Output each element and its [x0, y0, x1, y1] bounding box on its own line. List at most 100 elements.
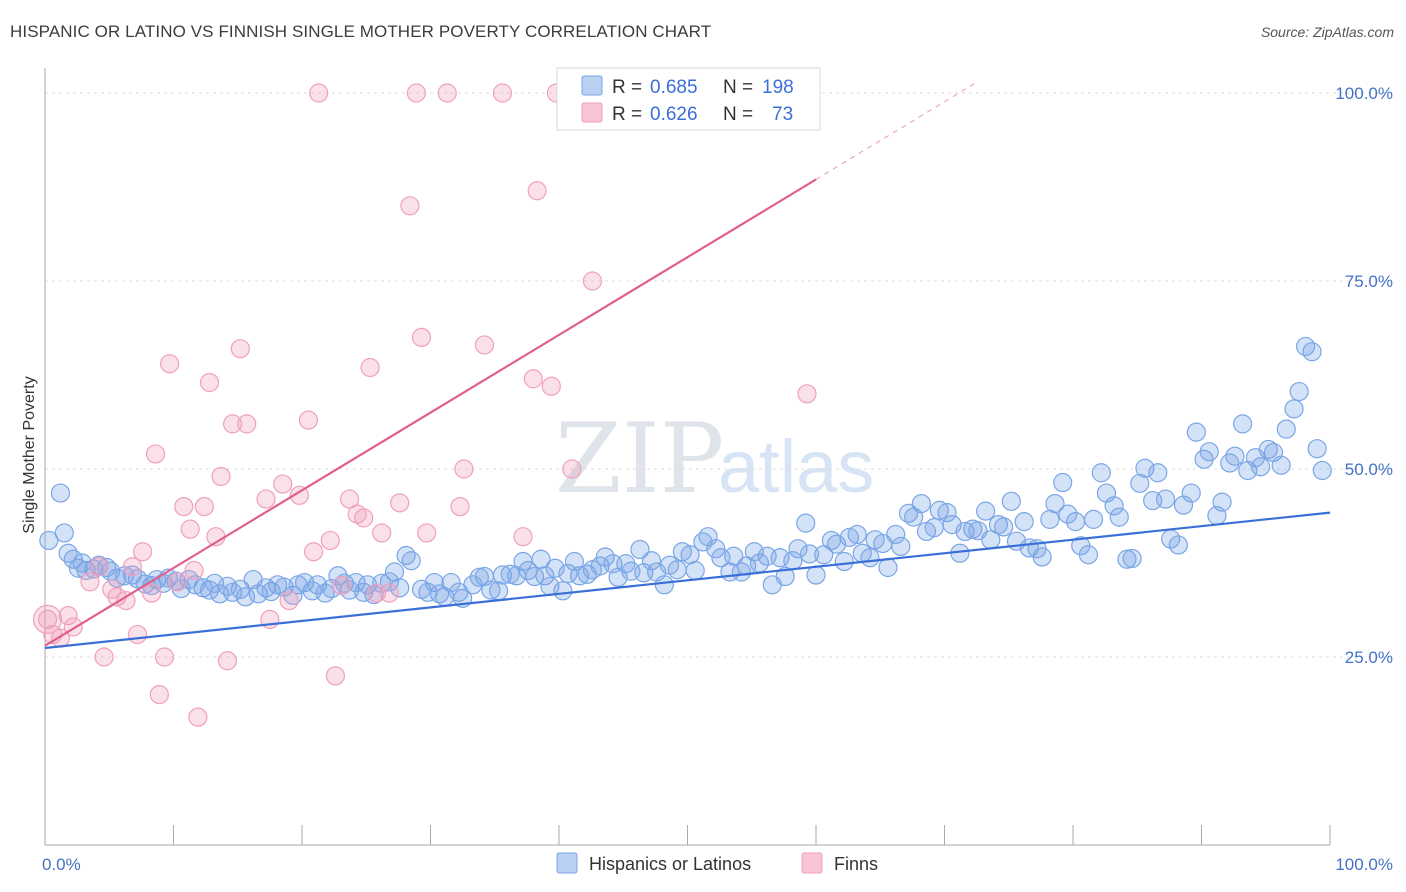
- point-0-119: [788, 539, 808, 559]
- point-0-10: [97, 557, 117, 578]
- stats-r-label-hispanic: R =: [612, 77, 642, 98]
- point-0-161: [1058, 504, 1078, 524]
- trendline-finns: [44, 178, 817, 647]
- point-1-54: [417, 523, 437, 543]
- point-0-126: [834, 551, 854, 572]
- point-0-152: [1001, 491, 1021, 511]
- point-0-198: [1295, 336, 1316, 357]
- trendline-hispanic: [44, 511, 1331, 650]
- series-legend: Hispanics or Latinos Finns: [556, 852, 878, 874]
- watermark-atlas: atlas: [718, 425, 874, 508]
- stats-n-label-hispanic: N =: [723, 77, 753, 98]
- point-0-77: [524, 566, 545, 587]
- point-0-71: [489, 581, 509, 601]
- point-0-157: [1032, 547, 1052, 567]
- point-0-121: [799, 544, 820, 564]
- y-tick-label-3: 100.0%: [1335, 84, 1393, 103]
- point-1-15: [145, 444, 166, 464]
- point-0-165: [1083, 509, 1104, 529]
- point-0-172: [1130, 473, 1150, 493]
- point-1-3: [58, 606, 78, 626]
- point-0-171: [1122, 548, 1142, 569]
- y-tick-label-0: 25.0%: [1345, 648, 1393, 667]
- point-0-64: [441, 572, 461, 593]
- point-1-34: [273, 474, 293, 494]
- point-1-71: [562, 459, 582, 479]
- point-0-151: [994, 517, 1014, 537]
- point-1-51: [400, 196, 420, 216]
- point-1-60: [513, 527, 533, 547]
- y-tick-label-2: 75.0%: [1345, 272, 1393, 291]
- point-1-19: [167, 572, 187, 592]
- stats-n-value-finns: 73: [772, 104, 793, 125]
- series-0: [39, 336, 1332, 608]
- point-1-61: [523, 369, 543, 389]
- trendlines: [44, 81, 1331, 650]
- point-0-62: [429, 584, 450, 604]
- point-0-103: [685, 560, 705, 581]
- watermark: ZIP atlas: [555, 403, 874, 515]
- point-0-56: [390, 578, 410, 598]
- point-0-183: [1199, 442, 1219, 462]
- point-0-83: [558, 563, 578, 584]
- point-1-38: [303, 542, 324, 562]
- point-0-112: [744, 542, 764, 562]
- point-0-200: [1307, 439, 1327, 459]
- point-0-166: [1091, 463, 1111, 483]
- point-0-57: [396, 545, 416, 566]
- point-1-52: [406, 83, 426, 103]
- point-0-154: [1014, 512, 1034, 532]
- point-1-0: [37, 609, 58, 630]
- point-1-12: [127, 624, 148, 645]
- tick-labels: 25.0% 50.0% 75.0% 100.0% 0.0% 100.0%: [42, 84, 1393, 874]
- point-1-10: [116, 590, 136, 611]
- legend-label-finns: Finns: [834, 854, 878, 874]
- stats-swatch-hispanic: [581, 75, 603, 96]
- point-0-196: [1284, 399, 1304, 419]
- point-1-18: [160, 354, 180, 374]
- point-0-135: [891, 536, 911, 557]
- point-1-62: [527, 181, 547, 201]
- trendline-finns-extension: [815, 81, 978, 180]
- point-0-199: [1302, 342, 1322, 362]
- stats-n-label-finns: N =: [723, 104, 753, 125]
- point-0-89: [595, 547, 615, 567]
- point-0-70: [481, 580, 501, 600]
- point-0-12: [107, 568, 127, 588]
- point-0-162: [1065, 512, 1086, 532]
- point-1-56: [450, 497, 470, 517]
- y-axis-title: Single Mother Poverty: [21, 376, 38, 533]
- point-0-168: [1104, 496, 1124, 516]
- point-0-164: [1078, 545, 1099, 565]
- point-0-130: [860, 548, 880, 568]
- point-0-175: [1148, 463, 1168, 483]
- point-0-100: [667, 560, 687, 580]
- point-finns-large: [32, 604, 63, 635]
- point-0-136: [898, 503, 919, 523]
- point-0-98: [654, 575, 674, 595]
- point-0-61: [424, 572, 444, 593]
- stats-n-value-hispanic: 198: [762, 77, 794, 98]
- stats-legend: R = 0.685 N = 198 R = 0.626 N = 73: [556, 67, 821, 131]
- watermark-zip: ZIP: [555, 403, 724, 515]
- point-1-17: [154, 647, 175, 667]
- point-1-6: [89, 557, 109, 577]
- point-0-94: [630, 539, 650, 560]
- point-0-58: [401, 551, 421, 571]
- point-1-22: [184, 560, 204, 581]
- point-0-46: [328, 566, 348, 586]
- point-1-49: [379, 583, 399, 603]
- point-0-110: [731, 562, 752, 582]
- point-0-178: [1168, 535, 1188, 555]
- point-0-134: [886, 524, 906, 545]
- gridlines: [45, 92, 1390, 658]
- point-1-29: [223, 414, 243, 434]
- point-1-59: [492, 83, 513, 103]
- stats-r-value-finns: 0.626: [650, 104, 698, 125]
- point-0-1: [50, 483, 71, 503]
- point-0-5: [68, 558, 89, 578]
- point-0-179: [1173, 495, 1194, 515]
- point-0-133: [878, 557, 898, 578]
- point-0-84: [564, 551, 585, 572]
- legend-label-hispanic: Hispanics or Latinos: [589, 854, 751, 874]
